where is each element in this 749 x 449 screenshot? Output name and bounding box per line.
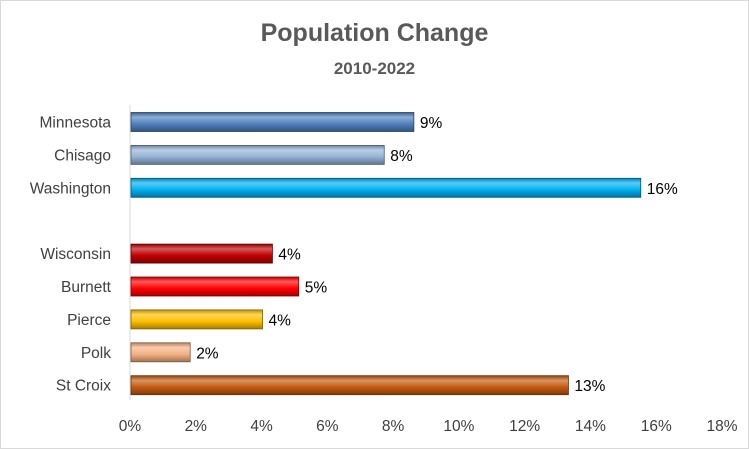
bar-burnett (130, 276, 300, 297)
category-label: Wisconsin (40, 246, 111, 263)
x-tick-label: 12% (509, 418, 540, 435)
category-label: Pierce (67, 312, 111, 329)
category-label: Polk (81, 345, 111, 362)
x-tick-label: 0% (119, 418, 142, 435)
category-label: St Croix (56, 378, 111, 395)
chart-subtitle: 2010-2022 (333, 59, 416, 78)
data-label: 5% (305, 280, 328, 297)
category-label: Burnett (61, 279, 112, 296)
x-tick-label: 16% (641, 418, 672, 435)
chart-title: Population Change (260, 19, 489, 47)
category-label: Minnesota (39, 115, 111, 132)
bar-polk (130, 342, 191, 363)
bar-washington (130, 177, 642, 198)
category-label: Chisago (54, 147, 111, 164)
category-label: Washington (30, 180, 111, 197)
x-tick-label: 8% (382, 418, 405, 435)
x-tick-label: 2% (185, 418, 208, 435)
data-label: 8% (390, 148, 413, 165)
x-tick-label: 14% (575, 418, 606, 435)
x-tick-label: 4% (250, 418, 273, 435)
data-label: 4% (278, 247, 301, 264)
x-tick-label: 18% (706, 418, 737, 435)
data-label: 2% (196, 345, 219, 362)
bar-pierce (130, 309, 263, 330)
bar-minnesota (130, 112, 415, 132)
bar-st-croix (130, 375, 569, 396)
data-label: 13% (574, 378, 605, 395)
data-label: 9% (420, 115, 443, 132)
data-label: 4% (269, 312, 292, 329)
bar-chisago (130, 144, 385, 165)
x-tick-label: 10% (443, 418, 474, 435)
x-tick-label: 6% (316, 418, 339, 435)
data-label: 16% (647, 181, 678, 198)
bar-wisconsin (130, 243, 273, 264)
